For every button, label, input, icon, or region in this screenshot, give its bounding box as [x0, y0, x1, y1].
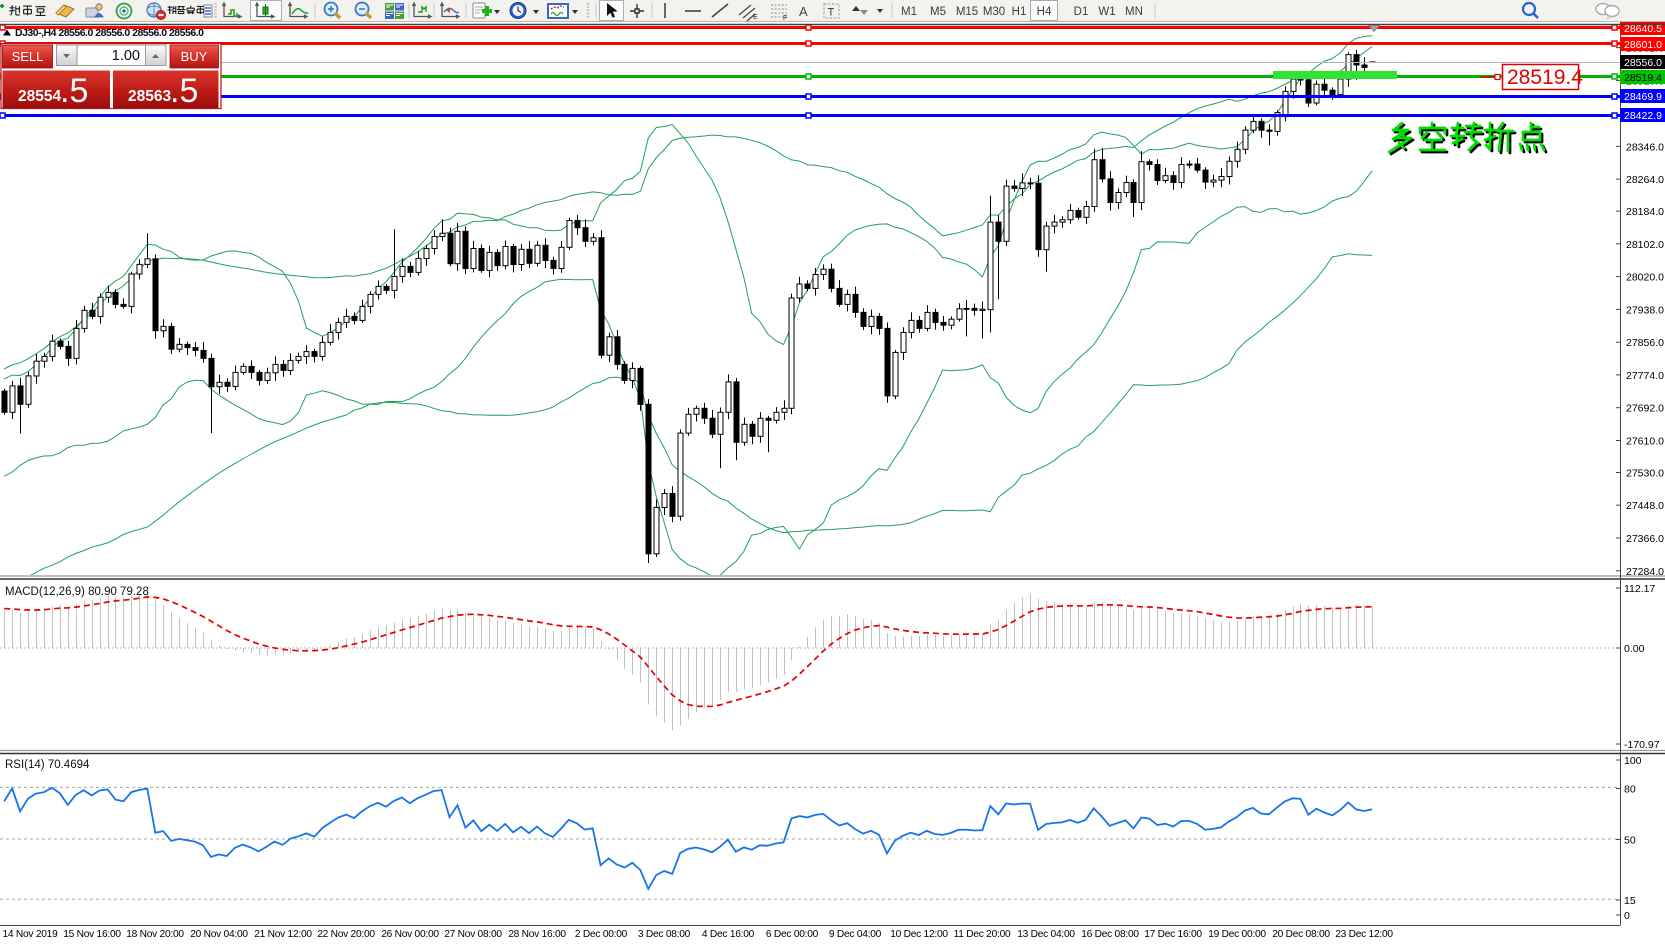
svg-text:27856.0: 27856.0 — [1626, 337, 1664, 349]
svg-text:28554: 28554 — [18, 88, 61, 105]
svg-text:23 Dec 12:00: 23 Dec 12:00 — [1335, 929, 1393, 940]
svg-text:21 Nov 12:00: 21 Nov 12:00 — [254, 929, 312, 940]
svg-text:0.00: 0.00 — [1624, 643, 1645, 655]
svg-text:MN: MN — [1125, 6, 1143, 18]
svg-text:DJ30-,H4 28556.0 28556.0 2855: DJ30-,H4 28556.0 28556.0 28556.0 28556.0 — [15, 27, 204, 39]
svg-text:14 Nov 2019: 14 Nov 2019 — [2, 929, 58, 940]
svg-text:M30: M30 — [983, 6, 1005, 18]
svg-text:.5: .5 — [60, 72, 88, 110]
svg-text:27530.0: 27530.0 — [1626, 468, 1664, 480]
svg-text:112.17: 112.17 — [1624, 583, 1655, 595]
svg-text:MACD(12,26,9) 80.90 79.28: MACD(12,26,9) 80.90 79.28 — [5, 586, 149, 598]
svg-text:9 Dec 04:00: 9 Dec 04:00 — [829, 929, 882, 940]
svg-text:28556.0: 28556.0 — [1624, 57, 1662, 69]
svg-text:50: 50 — [1624, 835, 1636, 847]
svg-text:20 Nov 04:00: 20 Nov 04:00 — [190, 929, 248, 940]
svg-text:M5: M5 — [930, 6, 946, 18]
svg-text:A: A — [799, 4, 808, 19]
svg-text:H1: H1 — [1012, 6, 1027, 18]
svg-text:6 Dec 00:00: 6 Dec 00:00 — [766, 929, 819, 940]
svg-text:28264.0: 28264.0 — [1626, 174, 1664, 186]
svg-text:28184.0: 28184.0 — [1626, 206, 1664, 218]
svg-text:27610.0: 27610.0 — [1626, 436, 1664, 448]
svg-text:28519.4: 28519.4 — [1624, 72, 1662, 84]
svg-text:2 Dec 00:00: 2 Dec 00:00 — [575, 929, 628, 940]
svg-text:28563: 28563 — [128, 88, 171, 105]
svg-text:0: 0 — [1624, 910, 1630, 922]
svg-text:SELL: SELL — [12, 49, 44, 64]
svg-text:F: F — [783, 15, 787, 22]
svg-text:28020.0: 28020.0 — [1626, 272, 1664, 284]
svg-text:28102.0: 28102.0 — [1626, 239, 1664, 251]
svg-text:RSI(14) 70.4694: RSI(14) 70.4694 — [5, 759, 90, 771]
svg-text:20 Dec 08:00: 20 Dec 08:00 — [1272, 929, 1330, 940]
svg-text:22 Nov 20:00: 22 Nov 20:00 — [317, 929, 375, 940]
svg-text:.5: .5 — [170, 72, 198, 110]
svg-text:11 Dec 20:00: 11 Dec 20:00 — [954, 929, 1011, 940]
svg-text:15: 15 — [1624, 895, 1636, 907]
svg-text:80: 80 — [1624, 784, 1636, 796]
svg-text:W1: W1 — [1098, 6, 1115, 18]
svg-text:28519.4: 28519.4 — [1507, 66, 1583, 89]
svg-text:28601.0: 28601.0 — [1624, 39, 1662, 51]
svg-text:27448.0: 27448.0 — [1626, 500, 1664, 512]
svg-text:M1: M1 — [901, 6, 917, 18]
svg-text:100: 100 — [1624, 755, 1642, 767]
svg-text:10 Dec 12:00: 10 Dec 12:00 — [890, 929, 948, 940]
svg-text:28346.0: 28346.0 — [1626, 141, 1664, 153]
svg-text:-170.97: -170.97 — [1624, 739, 1660, 751]
svg-text:19 Dec 00:00: 19 Dec 00:00 — [1208, 929, 1266, 940]
svg-text:15 Nov 16:00: 15 Nov 16:00 — [63, 929, 121, 940]
svg-text:27366.0: 27366.0 — [1626, 533, 1664, 545]
svg-text:H4: H4 — [1037, 6, 1052, 18]
svg-text:28422.9: 28422.9 — [1624, 110, 1662, 122]
svg-text:3 Dec 08:00: 3 Dec 08:00 — [638, 929, 691, 940]
svg-text:4 Dec 16:00: 4 Dec 16:00 — [702, 929, 755, 940]
svg-text:18 Nov 20:00: 18 Nov 20:00 — [126, 929, 184, 940]
svg-text:16 Dec 08:00: 16 Dec 08:00 — [1081, 929, 1139, 940]
svg-text:17 Dec 16:00: 17 Dec 16:00 — [1144, 929, 1202, 940]
svg-text:26 Nov 00:00: 26 Nov 00:00 — [381, 929, 439, 940]
svg-text:27938.0: 27938.0 — [1626, 304, 1664, 316]
svg-text:M15: M15 — [956, 6, 978, 18]
svg-text:BUY: BUY — [181, 49, 208, 64]
svg-text:27692.0: 27692.0 — [1626, 403, 1664, 415]
svg-text:28 Nov 16:00: 28 Nov 16:00 — [508, 929, 566, 940]
svg-text:1.00: 1.00 — [112, 48, 140, 64]
svg-text:27284.0: 27284.0 — [1626, 566, 1664, 578]
svg-text:E: E — [753, 14, 758, 21]
svg-text:D1: D1 — [1074, 6, 1089, 18]
svg-text:13 Dec 04:00: 13 Dec 04:00 — [1017, 929, 1075, 940]
svg-text:27 Nov 08:00: 27 Nov 08:00 — [444, 929, 502, 940]
svg-text:T: T — [828, 7, 835, 19]
svg-text:28640.5: 28640.5 — [1624, 23, 1662, 35]
svg-text:27774.0: 27774.0 — [1626, 370, 1664, 382]
svg-text:28469.9: 28469.9 — [1624, 91, 1662, 103]
